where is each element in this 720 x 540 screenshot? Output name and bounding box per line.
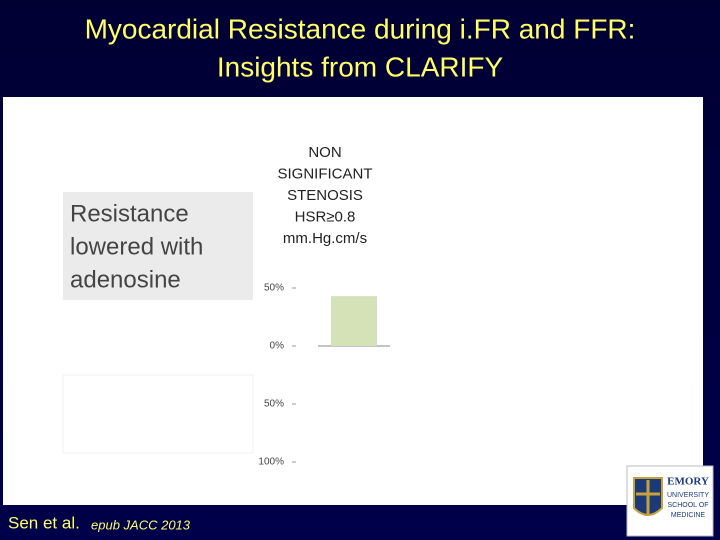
- blank-box: [62, 374, 254, 454]
- slide-title: Insights from CLARIFY: [217, 51, 504, 82]
- chart: NON SIGNIFICANT STENOSIS HSR≥0.8 mm.Hg.cm/s 5…: [258, 144, 390, 468]
- annotation: STENOSIS: [287, 187, 363, 204]
- logo-text: EMORY: [667, 476, 709, 488]
- y-tick-label: 50%: [264, 283, 284, 294]
- footer-source: epub JACC 2013: [91, 517, 191, 532]
- logo-text: MEDICINE: [671, 512, 706, 519]
- y-tick-label: 0%: [270, 341, 285, 352]
- y-tick-label: 50%: [264, 399, 284, 410]
- annotation: NON: [308, 144, 341, 161]
- logo-cross: [636, 480, 660, 516]
- callout-text: adenosine: [70, 266, 181, 293]
- y-tick-label: 100%: [258, 457, 284, 468]
- callout-text: Resistance: [70, 200, 189, 227]
- callout-box: [63, 192, 253, 300]
- slide-title: Myocardial Resistance during i.FR and FF…: [85, 13, 636, 44]
- annotation: mm.Hg.cm/s: [283, 230, 367, 247]
- footer-authors: Sen et al.: [8, 513, 80, 532]
- annotation: SIGNIFICANT: [277, 165, 372, 182]
- annotation: HSR≥0.8: [295, 208, 356, 225]
- callout-text: lowered with: [70, 233, 203, 260]
- bar: [330, 296, 378, 346]
- logo-text: SCHOOL OF: [668, 502, 709, 509]
- logo-text: UNIVERSITY: [667, 492, 709, 499]
